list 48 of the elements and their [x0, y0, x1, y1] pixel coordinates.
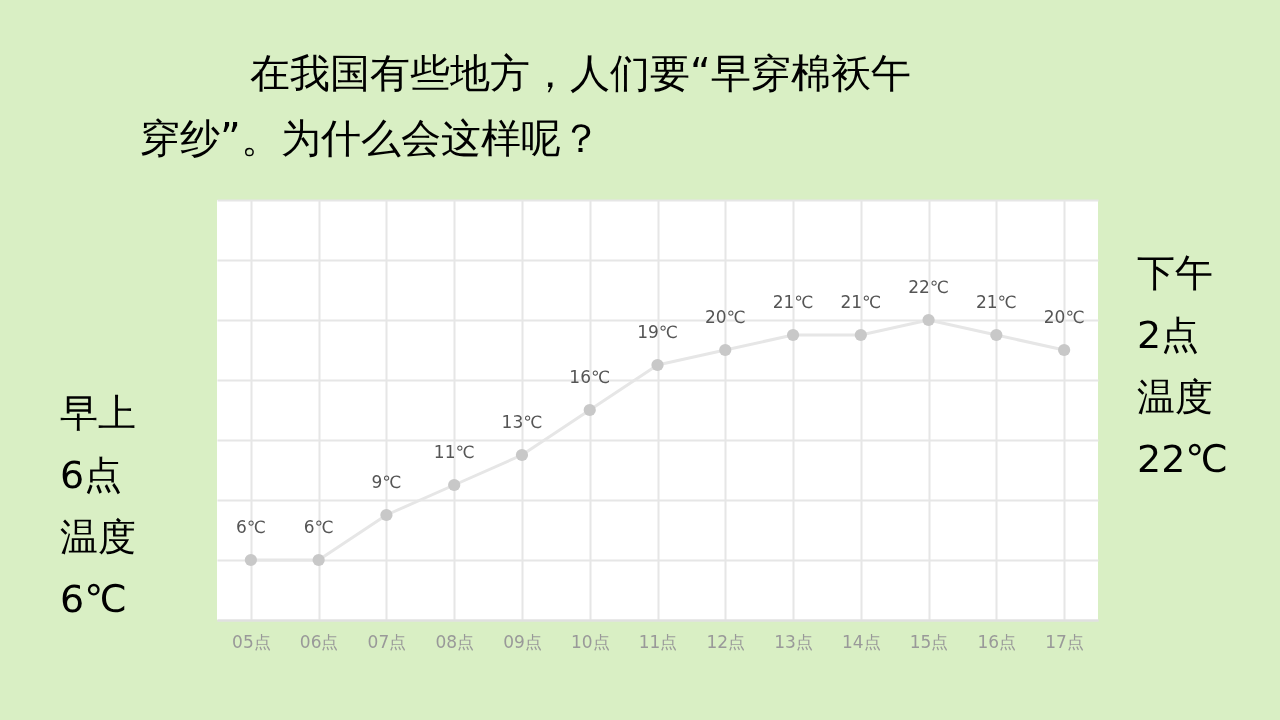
point: [380, 508, 393, 522]
x-tick-label: 15点: [909, 631, 949, 652]
point: [1057, 343, 1071, 357]
text: 温度: [60, 515, 136, 559]
data-label: 21℃: [840, 292, 882, 312]
x-tick-label: 05点: [232, 631, 271, 652]
text: 下午: [1137, 251, 1213, 295]
point: [244, 553, 258, 567]
x-tick-label: 11点: [638, 631, 678, 652]
text: 温度: [1137, 375, 1213, 419]
point: [854, 328, 867, 342]
data-label: 22℃: [908, 277, 949, 297]
point: [990, 328, 1003, 342]
data-label: 6℃: [235, 517, 266, 537]
text: 22℃: [1137, 437, 1229, 481]
text: 2点: [1137, 313, 1200, 357]
x-tick-label: 08点: [435, 631, 475, 652]
x-tick-label: 14点: [841, 631, 881, 652]
x-tick-label: 13点: [774, 631, 813, 652]
point: [651, 358, 664, 372]
text: 6点: [60, 453, 123, 497]
data-label: 20℃: [1043, 307, 1085, 327]
x-tick-label: 12点: [706, 631, 746, 652]
x-tick-label: 16点: [977, 631, 1017, 652]
point: [786, 328, 800, 342]
point: [922, 313, 935, 327]
x-tick-label: 17点: [1045, 631, 1084, 652]
data-label: 21℃: [975, 292, 1017, 312]
point: [515, 448, 529, 462]
point: [583, 403, 596, 417]
text: 6℃: [60, 577, 127, 621]
x-tick-label: 10点: [570, 631, 610, 652]
data-label: 19℃: [637, 322, 678, 342]
data-label: 13℃: [501, 412, 543, 432]
data-label: 6℃: [303, 517, 334, 537]
x-tick-label: 06点: [299, 631, 339, 652]
data-label: 20℃: [704, 307, 746, 327]
data-label: 16℃: [569, 367, 611, 387]
chart-title: 在我国有些地方，人们要“早穿棉袄午穿纱”。为什么会这样呢？: [140, 50, 911, 161]
text: 早上: [60, 391, 136, 435]
data-label: 9℃: [371, 472, 402, 492]
data-label: 21℃: [772, 292, 814, 312]
point: [719, 343, 732, 357]
point: [312, 553, 325, 567]
x-tick-label: 07点: [367, 631, 407, 652]
point: [448, 478, 461, 492]
data-label: 11℃: [433, 442, 475, 462]
x-tick-label: 09点: [503, 631, 542, 652]
